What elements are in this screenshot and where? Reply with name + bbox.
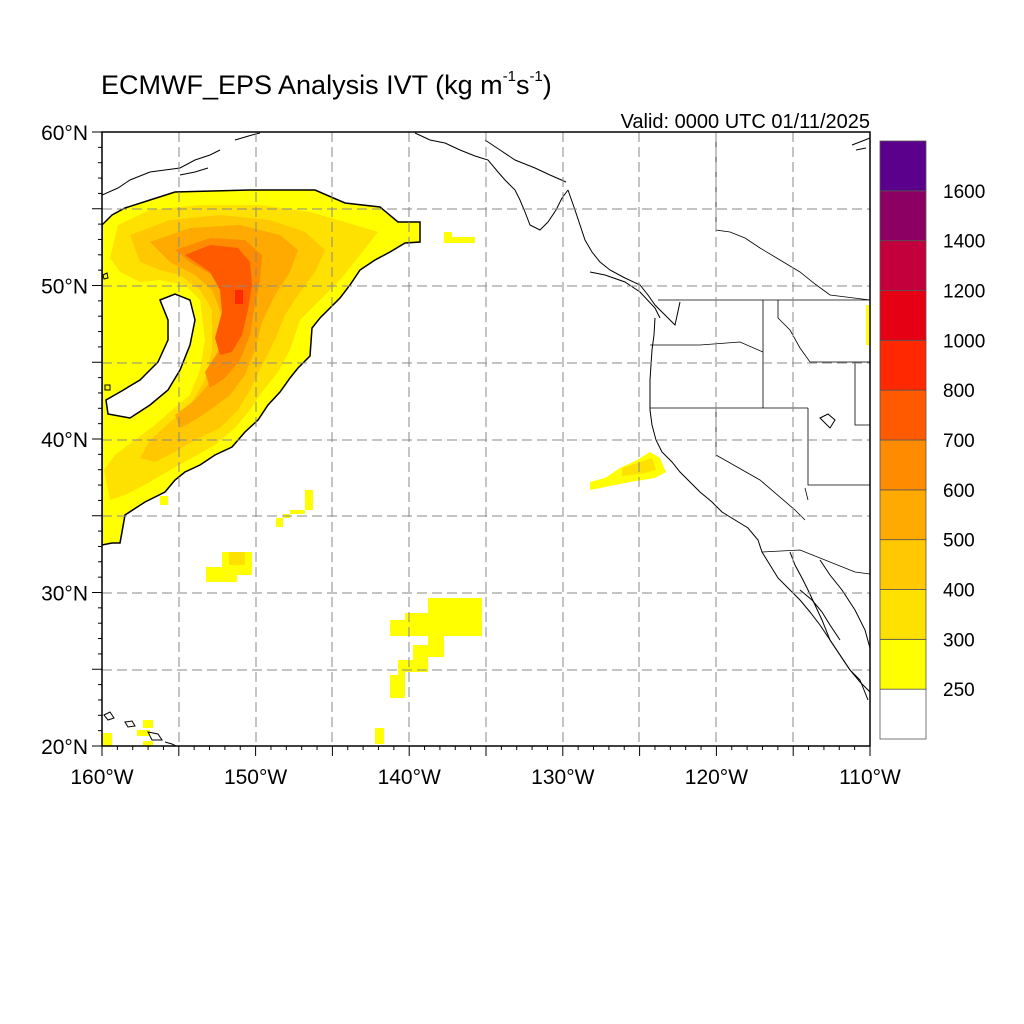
lat-label: 60°N (41, 122, 88, 145)
map-title: ECMWF_EPS Analysis IVT (kg m-1s-1) (101, 68, 552, 100)
colorbar-label: 1600 (943, 182, 985, 203)
colorbar-label: 300 (943, 630, 975, 651)
ivt-patch (866, 305, 870, 345)
lat-label: 40°N (41, 429, 88, 452)
axis-ticks (92, 131, 871, 756)
colorbar-swatch (879, 638, 927, 690)
colorbar-swatch (879, 439, 927, 491)
colorbar-swatch (879, 339, 927, 391)
colorbar-swatch (879, 190, 927, 242)
ivt-patch (390, 598, 482, 698)
lon-label: 140°W (378, 766, 441, 789)
lat-label: 20°N (41, 736, 88, 759)
colorbar-label: 600 (943, 481, 975, 502)
ivt-patch (102, 733, 112, 746)
colorbar-label: 800 (943, 381, 975, 402)
lon-label: 110°W (839, 766, 901, 789)
colorbar-swatch (879, 539, 927, 590)
state-borders (650, 132, 870, 575)
colorbar-labels: 250 300 400 500 600 700 800 1000 1200 1400 1600 (943, 182, 985, 701)
lon-label: 160°W (70, 766, 133, 789)
ivt-patch (229, 552, 245, 565)
lon-label: 120°W (685, 766, 748, 789)
lat-label: 30°N (41, 583, 88, 606)
lon-label: 130°W (531, 766, 594, 789)
colorbar-swatch (879, 140, 927, 192)
colorbar-swatch (879, 489, 927, 541)
colorbar-label: 500 (943, 531, 975, 552)
colorbar-label: 1000 (943, 331, 985, 352)
lat-labels: 60°N 50°N 40°N 30°N 20°N (41, 122, 88, 759)
ivt-hole (105, 293, 196, 419)
colorbar-swatch (879, 389, 927, 441)
ivt-region-800 (235, 290, 243, 304)
valid-time: Valid: 0000 UTC 01/11/2025 (620, 111, 870, 133)
colorbar-swatch (879, 290, 927, 341)
ivt-region-700 (185, 245, 252, 355)
gridlines (102, 132, 870, 746)
colorbar-label: 250 (943, 680, 975, 701)
ivt-patch (444, 232, 475, 243)
ivt-patch (137, 720, 153, 746)
colorbar-label: 700 (943, 431, 975, 452)
ivt-patch (276, 490, 313, 527)
ivt-patch (375, 728, 384, 744)
lat-label: 50°N (41, 276, 88, 299)
coastlines (102, 132, 870, 746)
colorbar-label: 1200 (943, 282, 985, 303)
colorbar (879, 140, 927, 740)
ivt-patch (160, 496, 168, 505)
ivt-shading (102, 189, 870, 746)
colorbar-label: 1400 (943, 232, 985, 253)
colorbar-label: 400 (943, 581, 975, 602)
colorbar-swatch (879, 240, 927, 291)
lon-labels: 160°W 150°W 140°W 130°W 120°W 110°W (70, 766, 901, 789)
colorbar-swatch (879, 589, 927, 640)
colorbar-swatch (879, 688, 927, 740)
lon-label: 150°W (224, 766, 287, 789)
